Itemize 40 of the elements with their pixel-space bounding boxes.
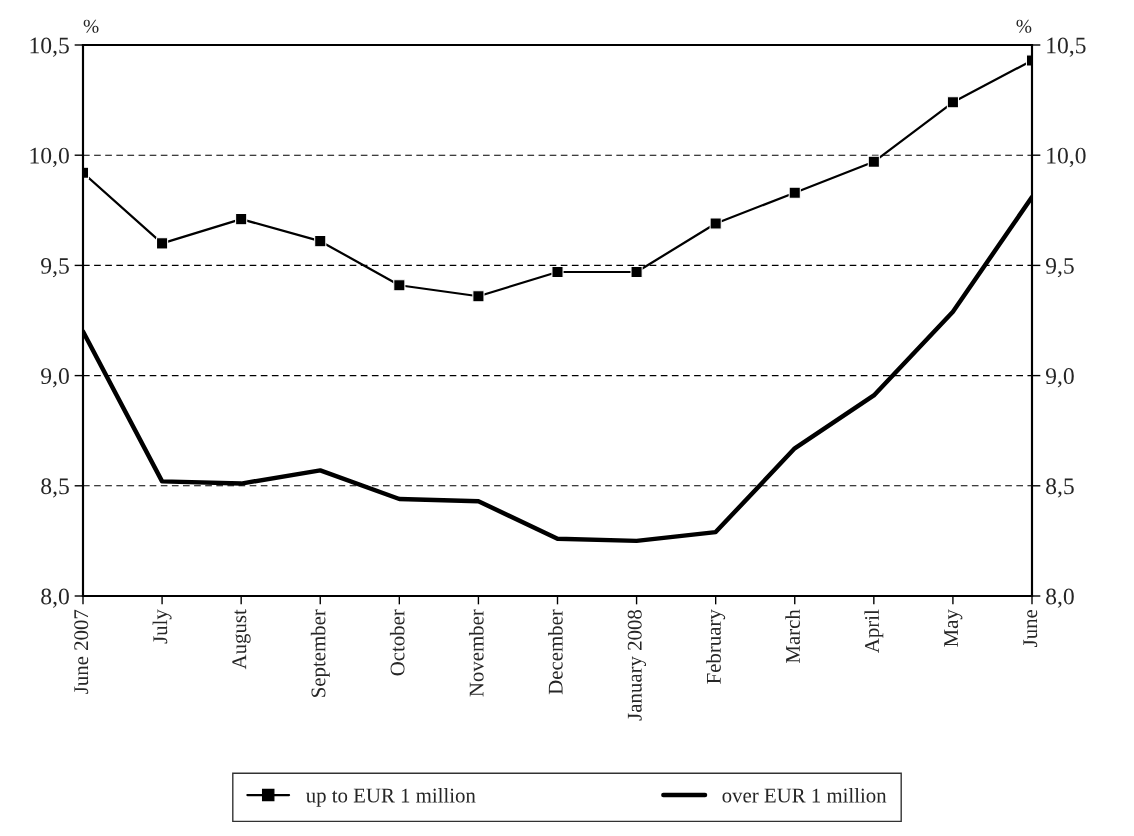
legend-label: up to EUR 1 million <box>305 787 476 807</box>
y2-tick-label: 9,5 <box>1045 257 1074 278</box>
y2-tick-label: 8,5 <box>1046 478 1074 498</box>
y-tick-label: 9,0 <box>41 368 69 388</box>
y-axis-title: % <box>83 19 99 33</box>
point <box>709 217 722 230</box>
x-tick-label: April <box>864 609 884 653</box>
point <box>867 155 880 168</box>
y-tick-label: 10,0 <box>30 147 69 168</box>
x-tick-label: November <box>468 609 484 697</box>
x-tick-label: August <box>232 609 251 670</box>
x-tick-label: March <box>785 609 800 663</box>
x-tick-label: June <box>1023 609 1038 647</box>
x-tick-label: May <box>944 609 963 647</box>
y-tick-label: 8,5 <box>41 478 69 498</box>
point <box>472 290 485 303</box>
point <box>314 235 327 248</box>
y2-tick-label: 8,0 <box>1046 588 1074 608</box>
y2-tick-label: 9,0 <box>1045 368 1074 388</box>
y2-tick-label: 10,0 <box>1047 147 1086 168</box>
y-tick-label: 9,5 <box>41 257 69 278</box>
x-tick-label: February <box>706 609 726 684</box>
x-tick-label: October <box>389 609 405 676</box>
x-tick-label: December <box>548 609 563 695</box>
x-tick-label: September <box>310 609 330 697</box>
x-tick-label: January 2008 <box>627 609 647 721</box>
legend-label: over EUR 1 million <box>722 787 887 803</box>
point <box>156 237 169 250</box>
y-tick-label: 8,0 <box>41 588 69 608</box>
y2-tick-label: 10,5 <box>1047 37 1086 57</box>
y-tick-label: 10,5 <box>30 37 69 57</box>
point <box>788 186 801 199</box>
x-tick-label: June 2007 <box>74 609 89 694</box>
point <box>393 279 406 292</box>
point <box>630 265 643 279</box>
point <box>551 265 564 279</box>
x-tick-label: July <box>152 609 172 644</box>
y2-axis-title: % <box>1016 19 1032 33</box>
point <box>235 213 248 226</box>
point <box>946 96 959 109</box>
